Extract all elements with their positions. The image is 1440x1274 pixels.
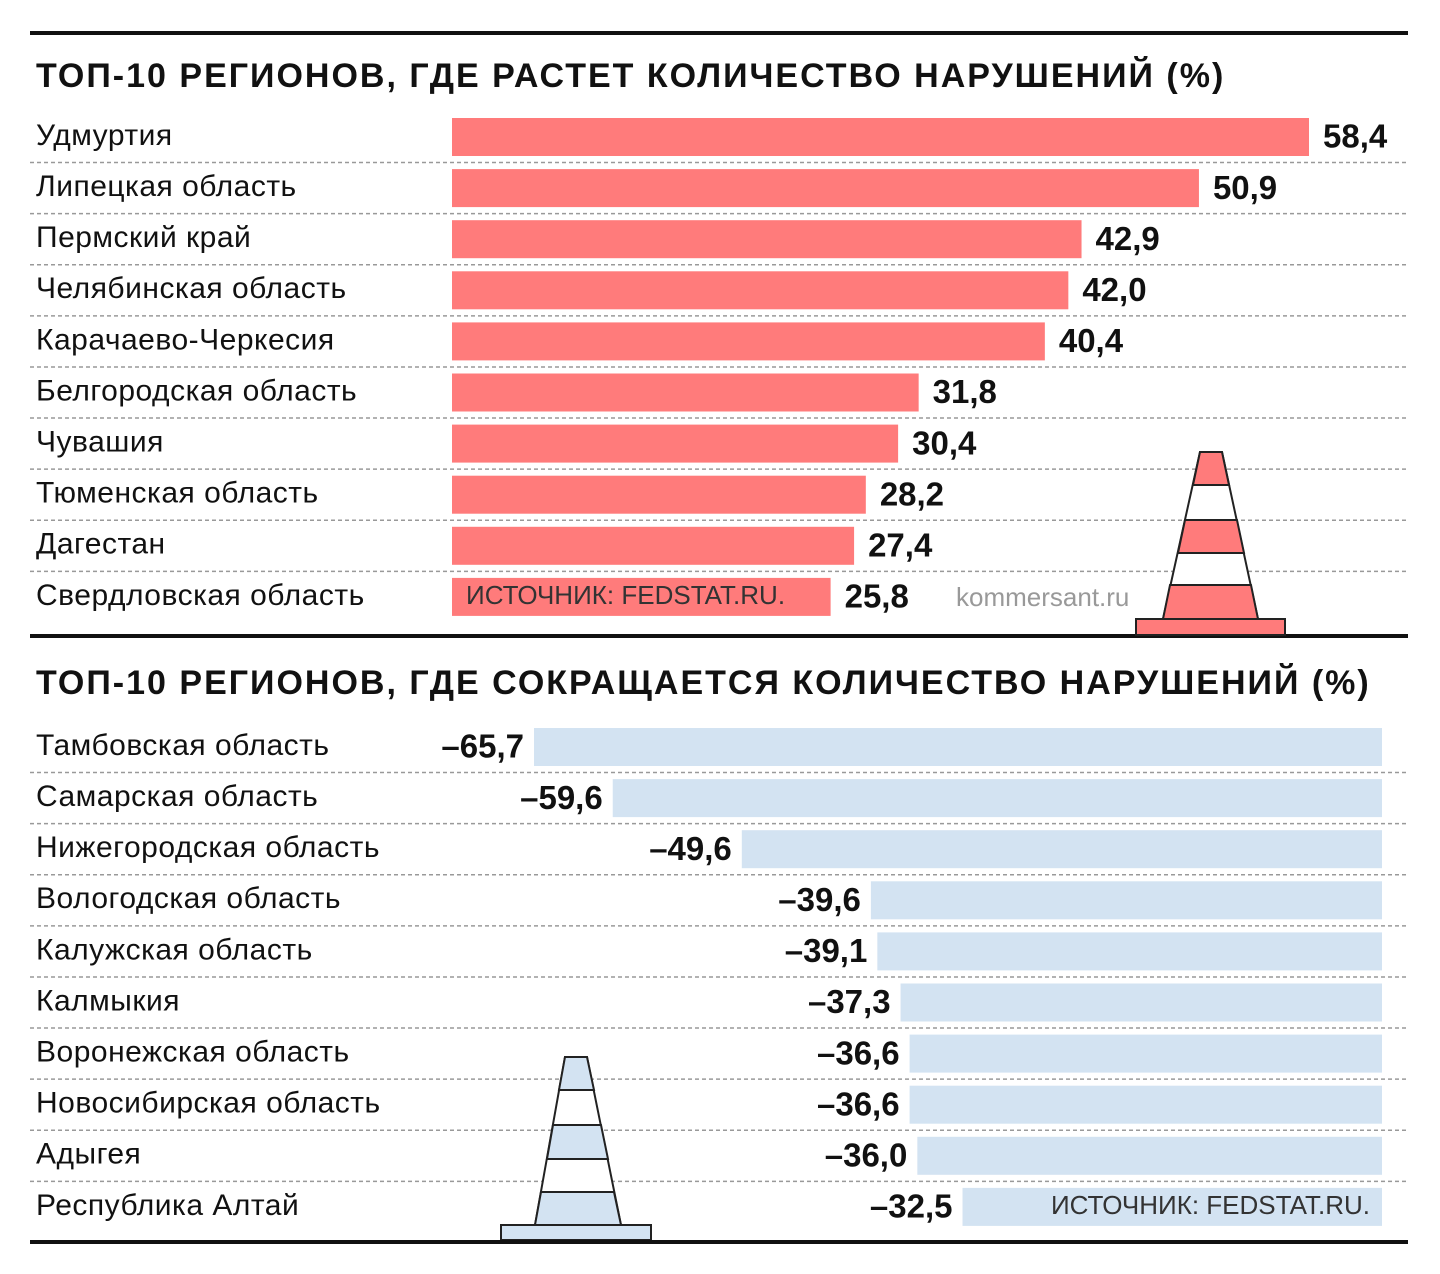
rule (30, 31, 1408, 35)
cone-stripe (1191, 451, 1231, 486)
category-label: Свердловская область (36, 579, 365, 612)
value-label: 31,8 (933, 373, 997, 410)
category-label: Адыгея (36, 1138, 141, 1171)
value-label: –49,6 (649, 830, 732, 867)
category-label: Вологодская область (36, 882, 341, 915)
category-label: Калужская область (36, 933, 313, 966)
value-label: 25,8 (845, 578, 909, 615)
bar (909, 1085, 1382, 1124)
bar (452, 169, 1199, 208)
bar (534, 728, 1382, 766)
category-label: Удмуртия (36, 119, 173, 152)
chart-title: ТОП-10 РЕГИОНОВ, ГДЕ РАСТЕТ КОЛИЧЕСТВО Н… (36, 56, 1225, 95)
cone-stripe (1161, 584, 1260, 620)
value-label: 50,9 (1213, 169, 1277, 206)
value-label: –65,7 (441, 728, 524, 765)
bar (917, 1136, 1382, 1175)
category-label: Липецкая область (36, 170, 297, 203)
cone-base (500, 1224, 652, 1241)
bar (962, 1187, 1382, 1226)
category-label: Белгородская область (36, 374, 357, 407)
cone-stripe (533, 1191, 623, 1226)
cone-stripe (557, 1056, 596, 1091)
bar (877, 932, 1382, 971)
cone-stripe (545, 1124, 610, 1160)
category-label: Республика Алтай (36, 1189, 299, 1222)
cone-bottom (500, 1056, 652, 1241)
category-label: Чувашия (36, 426, 164, 459)
value-label: –39,1 (785, 932, 868, 969)
value-label: –37,3 (808, 983, 891, 1020)
value-label: –36,0 (825, 1137, 908, 1174)
category-label: Новосибирская область (36, 1087, 381, 1120)
value-label: –36,6 (817, 1034, 900, 1071)
bar (452, 424, 899, 463)
category-label: Карачаево-Черкесия (36, 323, 335, 356)
bar (452, 118, 1309, 156)
value-label: 27,4 (868, 527, 933, 564)
bar (452, 526, 855, 565)
bar (870, 881, 1382, 920)
value-label: –59,6 (520, 779, 603, 816)
bar (900, 983, 1382, 1022)
category-label: Челябинская область (36, 272, 347, 305)
category-label: Тюменская область (36, 477, 319, 510)
category-label: Самарская область (36, 780, 318, 813)
category-label: Воронежская область (36, 1036, 350, 1069)
cone-base (1135, 618, 1286, 636)
bar (452, 475, 866, 514)
value-label: –39,6 (778, 881, 861, 918)
category-label: Дагестан (36, 528, 166, 561)
category-label: Нижегородская область (36, 831, 380, 864)
category-label: Тамбовская область (36, 729, 330, 762)
category-label: Калмыкия (36, 984, 180, 1017)
value-label: –36,6 (817, 1085, 900, 1122)
source: ИСТОЧНИК: FEDSTAT.RU. (466, 580, 785, 610)
value-label: 28,2 (880, 475, 944, 512)
bar (612, 779, 1382, 818)
cone-stripe (1176, 519, 1246, 554)
cone-top (1135, 451, 1286, 636)
bar (452, 322, 1045, 361)
bar (741, 830, 1382, 869)
credit: kommersant.ru (956, 582, 1129, 612)
value-label: 42,0 (1082, 271, 1146, 308)
value-label: 42,9 (1096, 220, 1160, 257)
bar (452, 373, 919, 412)
category-label: Пермский край (36, 221, 251, 254)
value-label: 58,4 (1323, 118, 1388, 155)
bar (452, 271, 1069, 310)
bar (909, 1034, 1382, 1073)
source: ИСТОЧНИК: FEDSTAT.RU. (1051, 1190, 1370, 1220)
chart-title: ТОП-10 РЕГИОНОВ, ГДЕ СОКРАЩАЕТСЯ КОЛИЧЕС… (36, 663, 1371, 702)
rule (30, 634, 1408, 638)
value-label: 30,4 (912, 424, 977, 461)
value-label: 40,4 (1059, 322, 1124, 359)
bar (452, 220, 1082, 259)
rule (30, 1240, 1408, 1244)
bar (452, 577, 831, 616)
value-label: –32,5 (870, 1188, 953, 1225)
